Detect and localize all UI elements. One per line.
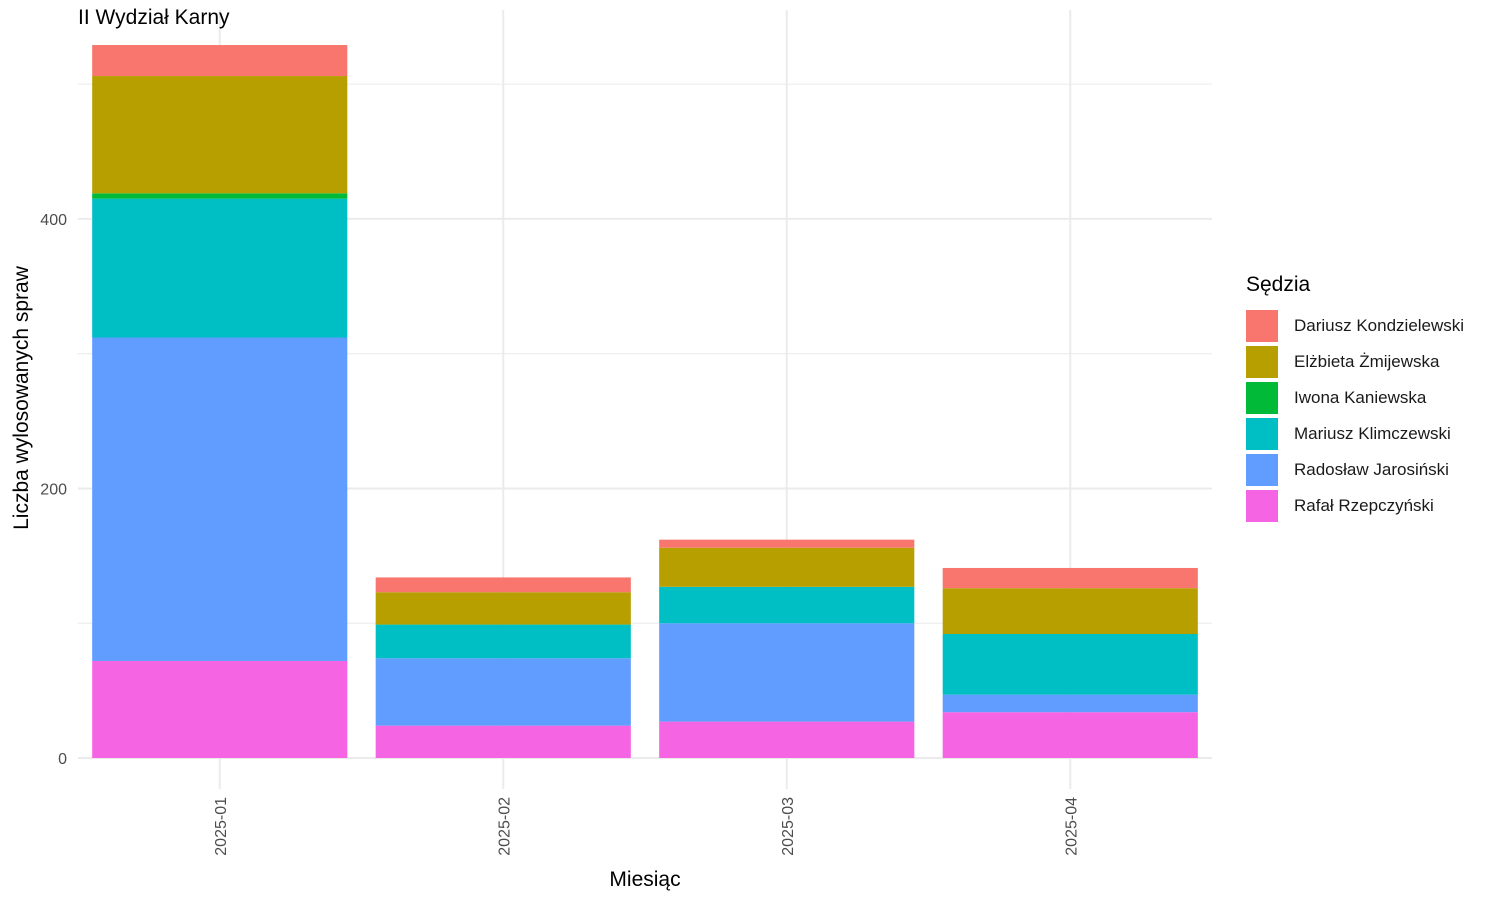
x-axis-label: Miesiąc bbox=[609, 868, 680, 891]
bar-segment bbox=[942, 712, 1198, 759]
legend-swatch bbox=[1246, 490, 1278, 522]
bar-segment bbox=[375, 658, 631, 726]
legend-label: Elżbieta Żmijewska bbox=[1294, 352, 1440, 371]
bar-segment bbox=[92, 76, 348, 194]
bar-segment bbox=[375, 592, 631, 625]
legend-label: Mariusz Klimczewski bbox=[1294, 424, 1451, 443]
legend-item: Rafał Rzepczyński bbox=[1246, 488, 1464, 524]
bar-segment bbox=[942, 567, 1198, 589]
y-tick-label: 400 bbox=[40, 212, 67, 229]
bar-segment bbox=[375, 624, 631, 659]
bar-segment bbox=[659, 623, 915, 722]
bar-segment bbox=[92, 337, 348, 661]
bar-segment bbox=[942, 588, 1198, 635]
legend-items: Dariusz Kondzielewski Elżbieta Żmijewska I… bbox=[1246, 308, 1464, 524]
x-tick-label: 2025-01 bbox=[213, 797, 230, 856]
bar-segment bbox=[92, 45, 348, 77]
axis-ticks: 0 200 400 2025-01 2025-02 2025-03 2025-04 bbox=[40, 212, 1080, 856]
x-tick-label: 2025-03 bbox=[780, 797, 797, 856]
legend-label: Iwona Kaniewska bbox=[1294, 388, 1427, 407]
bar-segment bbox=[659, 547, 915, 587]
y-axis-label: Liczba wylosowanych spraw bbox=[10, 265, 33, 530]
bar-segment bbox=[92, 193, 348, 199]
legend-item: Dariusz Kondzielewski bbox=[1246, 308, 1464, 344]
legend-title: Sędzia bbox=[1246, 273, 1311, 296]
legend-item: Iwona Kaniewska bbox=[1246, 380, 1464, 416]
legend-label: Dariusz Kondzielewski bbox=[1294, 316, 1465, 335]
legend-swatch bbox=[1246, 382, 1278, 414]
legend-item: Mariusz Klimczewski bbox=[1246, 416, 1464, 452]
legend-label: Rafał Rzepczyński bbox=[1294, 496, 1434, 515]
y-tick-label: 200 bbox=[40, 481, 67, 498]
bars bbox=[92, 45, 1198, 759]
legend-item: Elżbieta Żmijewska bbox=[1246, 344, 1464, 380]
legend-swatch bbox=[1246, 418, 1278, 450]
bar-segment bbox=[92, 198, 348, 338]
bar-segment bbox=[659, 539, 915, 548]
bar-segment bbox=[659, 721, 915, 759]
bar-segment bbox=[942, 694, 1198, 713]
legend-item: Radosław Jarosiński bbox=[1246, 452, 1464, 488]
legend: Sędzia Dariusz Kondzielewski Elżbieta Żmi… bbox=[1246, 273, 1464, 524]
bar-segment bbox=[659, 586, 915, 624]
bar-segment bbox=[92, 660, 348, 759]
bar-segment bbox=[942, 634, 1198, 695]
legend-label: Radosław Jarosiński bbox=[1294, 460, 1449, 479]
legend-swatch bbox=[1246, 310, 1278, 342]
bar-segment bbox=[375, 725, 631, 759]
legend-swatch bbox=[1246, 454, 1278, 486]
bar-segment bbox=[375, 577, 631, 593]
x-tick-label: 2025-02 bbox=[496, 797, 513, 856]
x-tick-label: 2025-04 bbox=[1063, 797, 1080, 856]
legend-swatch bbox=[1246, 346, 1278, 378]
chart-title: II Wydział Karny bbox=[78, 6, 230, 29]
y-tick-label: 0 bbox=[58, 751, 67, 768]
